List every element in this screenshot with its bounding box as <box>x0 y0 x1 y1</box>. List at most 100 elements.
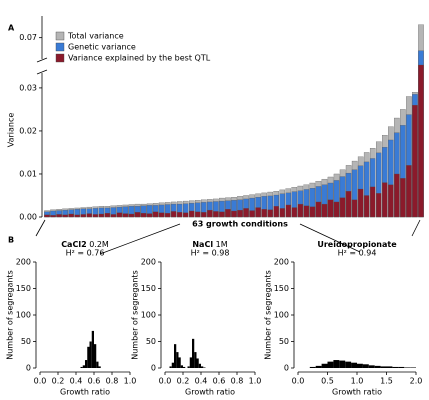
y-tick-label: 200 <box>274 258 289 267</box>
histogram-bar <box>410 367 416 368</box>
histogram-bar <box>169 366 172 368</box>
bar <box>412 104 418 218</box>
x-tick-label: 2.0 <box>410 377 423 386</box>
bar <box>68 213 74 218</box>
histogram-bar <box>374 365 381 368</box>
histogram-bar <box>380 366 387 368</box>
panel-label: B <box>8 236 14 245</box>
bar <box>176 212 183 218</box>
bar <box>146 213 153 218</box>
histogram-bar <box>201 366 204 368</box>
y-tick-label: 0.02 <box>19 126 37 135</box>
y-tick-label: 0.07 <box>19 33 37 42</box>
y-axis-label: Number of segregants <box>131 270 140 360</box>
y-tick-label: 0 <box>284 364 289 373</box>
legend-swatch <box>55 42 65 52</box>
x-axis-label: Growth ratio <box>332 388 382 397</box>
legend-swatch <box>55 31 65 41</box>
annotation: 63 growth conditions <box>192 220 288 229</box>
y-tick-label: 0.03 <box>19 83 37 92</box>
x-tick-label: 1.0 <box>351 377 364 386</box>
bar <box>351 199 358 218</box>
y-tick-label: 200 <box>16 258 31 267</box>
bar <box>213 211 219 218</box>
bar <box>74 214 80 218</box>
histogram-bar <box>187 366 190 368</box>
y-tick-label: 50 <box>21 337 31 346</box>
bar <box>134 212 141 218</box>
y-tick-label: 100 <box>141 311 156 320</box>
histogram-bar <box>94 344 97 368</box>
y-tick-label: 0 <box>26 364 31 373</box>
histogram-bar <box>345 361 352 368</box>
bar <box>92 214 99 218</box>
bar <box>86 213 93 218</box>
x-tick-label: 0.2 <box>177 377 190 386</box>
histogram-bar <box>368 365 375 368</box>
x-axis-label: Growth ratio <box>60 388 110 397</box>
bar <box>80 214 86 218</box>
bar <box>388 184 394 218</box>
bar <box>189 210 195 218</box>
histogram-bar <box>87 346 90 368</box>
histogram-bar <box>171 362 174 368</box>
bar <box>273 206 279 218</box>
x-tick-label: 1.5 <box>380 377 393 386</box>
bar <box>98 213 105 218</box>
bar <box>345 191 352 218</box>
histogram-bar <box>89 341 92 368</box>
bar <box>195 211 201 218</box>
bar <box>267 209 273 218</box>
heritability: H² = 0.76 <box>66 249 105 258</box>
bar <box>418 64 424 218</box>
histogram-bar <box>357 363 363 368</box>
panel-title: Ureidopropionate <box>317 240 397 249</box>
histogram-bar <box>180 365 183 368</box>
bar <box>400 178 406 218</box>
panel-title: CaCl2 0.2M <box>61 240 109 249</box>
legend-label: Genetic variance <box>68 43 136 52</box>
y-tick-label: 150 <box>16 284 31 293</box>
histogram-bar <box>85 360 88 368</box>
histogram-bar <box>404 367 411 368</box>
heritability: H² = 0.94 <box>338 249 377 258</box>
bar <box>249 210 255 218</box>
bar <box>243 208 249 218</box>
panel-label: A <box>8 24 15 33</box>
y-tick-label: 0.00 <box>19 213 37 222</box>
bar <box>363 195 370 218</box>
histogram-bar <box>178 357 181 368</box>
bar <box>219 211 225 218</box>
y-tick-label: 50 <box>279 337 289 346</box>
histogram-bar <box>194 352 197 368</box>
heritability: H² = 0.98 <box>191 249 230 258</box>
axis-break <box>36 69 48 75</box>
x-tick-label: 0.6 <box>213 377 226 386</box>
title-rest: 1M <box>216 240 228 249</box>
histogram-bar <box>351 362 357 368</box>
bar <box>309 206 316 218</box>
x-tick-label: 0.6 <box>88 377 101 386</box>
histogram-bar <box>339 360 346 368</box>
legend-label: Total variance <box>67 32 124 41</box>
bar <box>170 211 177 218</box>
y-tick-label: 150 <box>274 284 289 293</box>
bar <box>285 204 292 218</box>
histogram-bar <box>309 366 316 368</box>
legend-swatch <box>55 53 65 63</box>
histogram-bar <box>398 366 405 368</box>
x-tick-label: 0.0 <box>34 377 47 386</box>
x-tick-label: 0.2 <box>52 377 65 386</box>
x-tick-label: 1.0 <box>249 377 262 386</box>
x-tick-label: 1.0 <box>124 377 137 386</box>
x-tick-label: 0.0 <box>159 377 172 386</box>
bar <box>303 205 310 218</box>
y-tick-label: 100 <box>16 311 31 320</box>
title-rest: 0.2M <box>89 240 109 249</box>
bar <box>44 214 50 218</box>
bar <box>369 186 376 218</box>
arrow <box>35 219 46 237</box>
bar <box>279 208 286 218</box>
bar <box>297 203 304 218</box>
